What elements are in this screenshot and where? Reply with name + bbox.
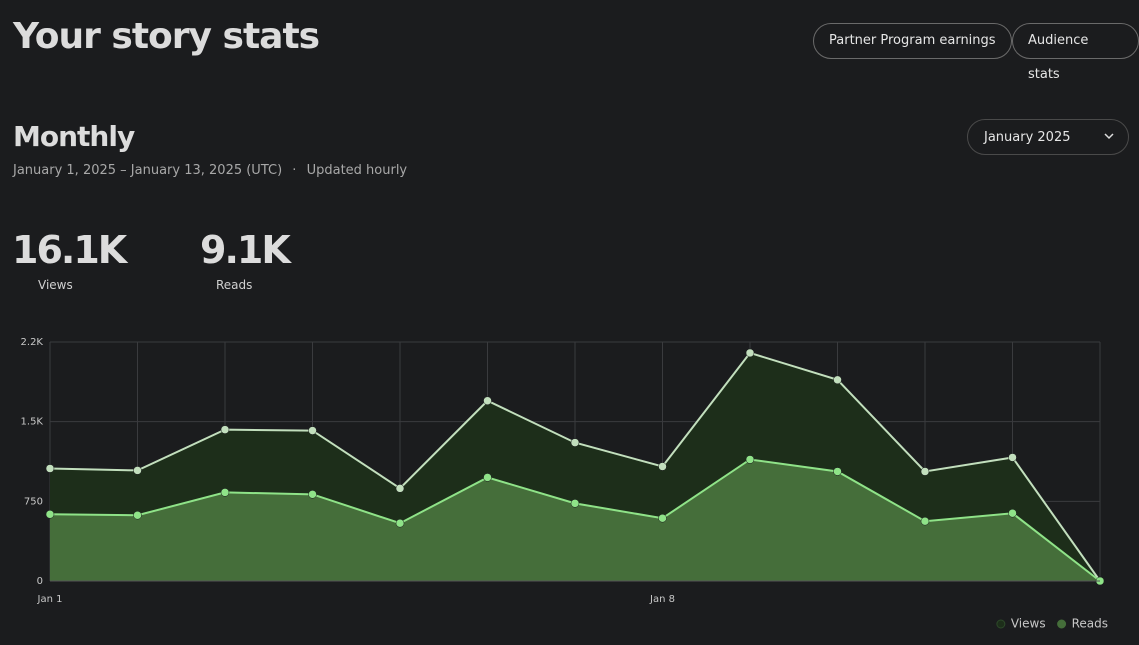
- data-point: [483, 396, 492, 405]
- stat-label: Views: [38, 278, 73, 292]
- area-fill: [50, 459, 1100, 581]
- y-tick-label: 750: [24, 496, 43, 507]
- legend-swatch: [1057, 619, 1067, 629]
- stat-reads: 9.1K Reads: [200, 228, 291, 292]
- data-point: [395, 484, 405, 493]
- stat-views: 16.1K Views: [12, 228, 127, 292]
- separator: ·: [292, 163, 297, 178]
- y-tick-label: 1.5K: [21, 417, 44, 428]
- data-point: [45, 464, 55, 473]
- legend-swatch: [996, 619, 1006, 629]
- x-tick-label: Jan 1: [37, 594, 63, 605]
- stat-label: Reads: [216, 278, 253, 292]
- data-point: [745, 455, 755, 464]
- data-point: [833, 467, 842, 476]
- data-point: [308, 490, 317, 499]
- earnings-button[interactable]: Partner Program earnings: [813, 23, 1012, 59]
- page-title: Your story stats: [13, 16, 320, 57]
- data-point: [45, 510, 55, 519]
- chart: 0 750 1.5K 2.2K Jan 1 Jan 8 Reads Views: [21, 337, 1108, 631]
- audience-button[interactable]: Audience stats: [1012, 23, 1139, 82]
- data-point: [220, 488, 230, 497]
- x-tick-label: Jan 8: [649, 594, 675, 605]
- y-tick-label: 0: [37, 576, 43, 587]
- data-point: [308, 426, 317, 435]
- data-point: [1008, 453, 1017, 462]
- month-dropdown[interactable]: January 2025: [967, 119, 1129, 155]
- stat-value: 16.1K: [12, 228, 127, 272]
- data-point: [133, 510, 142, 520]
- data-point: [570, 499, 580, 508]
- data-point: [483, 473, 492, 482]
- data-point: [1008, 508, 1017, 518]
- data-point: [920, 467, 930, 476]
- data-point: [658, 462, 667, 471]
- data-point: [833, 375, 842, 385]
- date-line: January 1, 2025 – January 13, 2025 (UTC)…: [13, 163, 407, 178]
- data-point: [658, 513, 667, 523]
- stat-value: 9.1K: [200, 228, 291, 272]
- data-point: [920, 516, 930, 526]
- y-tick-label: 2.2K: [21, 337, 44, 348]
- data-point: [570, 438, 580, 447]
- data-point: [220, 425, 230, 434]
- data-point: [395, 518, 405, 528]
- data-point: [133, 466, 142, 475]
- data-point: [745, 348, 755, 358]
- update-note: Updated hourly: [306, 163, 408, 178]
- section-title: Monthly: [13, 120, 135, 153]
- dropdown-label: January 2025: [984, 130, 1071, 145]
- legend-label: Views: [1011, 617, 1046, 631]
- chevron: [1104, 133, 1114, 140]
- date-range: January 1, 2025 – January 13, 2025 (UTC): [13, 163, 283, 178]
- legend-label: Reads: [1072, 617, 1108, 631]
